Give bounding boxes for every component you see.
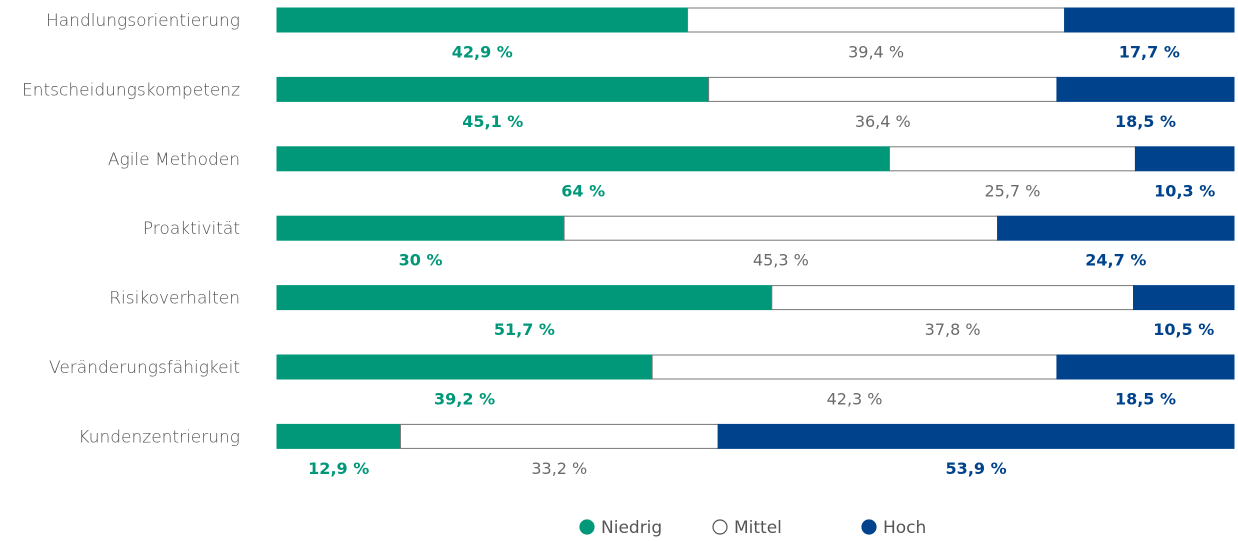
- value-label: 64 %: [561, 181, 605, 200]
- bar-segment: [771, 285, 1135, 311]
- legend-marker: [861, 519, 877, 535]
- bar-segment: [276, 354, 653, 380]
- bar-segment: [1064, 7, 1235, 33]
- bar-segment: [563, 215, 999, 241]
- bar-segment: [651, 354, 1058, 380]
- legend-label: Mittel: [734, 518, 782, 538]
- bar-segment: [997, 215, 1235, 241]
- legend-label: Hoch: [883, 518, 926, 538]
- category-label: Veränderungsfähigkeit: [49, 358, 240, 378]
- value-label: 12,9 %: [308, 459, 369, 478]
- value-label: 37,8 %: [925, 320, 981, 339]
- value-label: 18,5 %: [1115, 390, 1176, 409]
- legend-marker: [579, 519, 595, 535]
- bar-segment: [276, 76, 710, 102]
- bar-segment: [708, 76, 1058, 102]
- bar-segment: [276, 7, 689, 33]
- value-label: 10,3 %: [1154, 181, 1215, 200]
- bar-segment: [888, 146, 1136, 172]
- value-label: 25,7 %: [984, 181, 1040, 200]
- legend-marker: [712, 519, 728, 535]
- category-label: Proaktivität: [143, 219, 240, 239]
- value-label: 39,4 %: [848, 43, 904, 62]
- value-label: 42,3 %: [827, 390, 883, 409]
- value-label: 42,9 %: [452, 43, 513, 62]
- category-label: Kundenzentrierung: [78, 427, 240, 447]
- legend-label: Niedrig: [601, 518, 662, 538]
- value-label: 33,2 %: [531, 459, 587, 478]
- value-label: 30 %: [399, 251, 443, 270]
- value-label: 45,1 %: [462, 112, 523, 131]
- value-label: 36,4 %: [855, 112, 911, 131]
- bar-segment: [687, 7, 1066, 33]
- bar-segment: [1056, 354, 1235, 380]
- bar-segment: [1056, 76, 1235, 102]
- value-label: 18,5 %: [1115, 112, 1176, 131]
- bar-segment: [717, 423, 1235, 449]
- category-label: Agile Methoden: [108, 150, 240, 170]
- value-label: 10,5 %: [1153, 320, 1214, 339]
- category-label: Entscheidungskompetenz: [22, 80, 240, 100]
- bar-segment: [276, 215, 565, 241]
- bar-segment: [276, 146, 890, 172]
- bar-segment: [399, 423, 719, 449]
- value-label: 51,7 %: [494, 320, 555, 339]
- category-label: Handlungsorientierung: [46, 11, 240, 31]
- category-label: Risikoverhalten: [109, 289, 240, 309]
- bar-segment: [1134, 146, 1235, 172]
- value-label: 45,3 %: [753, 251, 809, 270]
- value-label: 17,7 %: [1119, 43, 1180, 62]
- value-label: 24,7 %: [1085, 251, 1146, 270]
- bar-segment: [276, 423, 401, 449]
- value-label: 53,9 %: [946, 459, 1007, 478]
- bar-segment: [1133, 285, 1235, 311]
- value-label: 39,2 %: [434, 390, 495, 409]
- bar-segment: [276, 285, 773, 311]
